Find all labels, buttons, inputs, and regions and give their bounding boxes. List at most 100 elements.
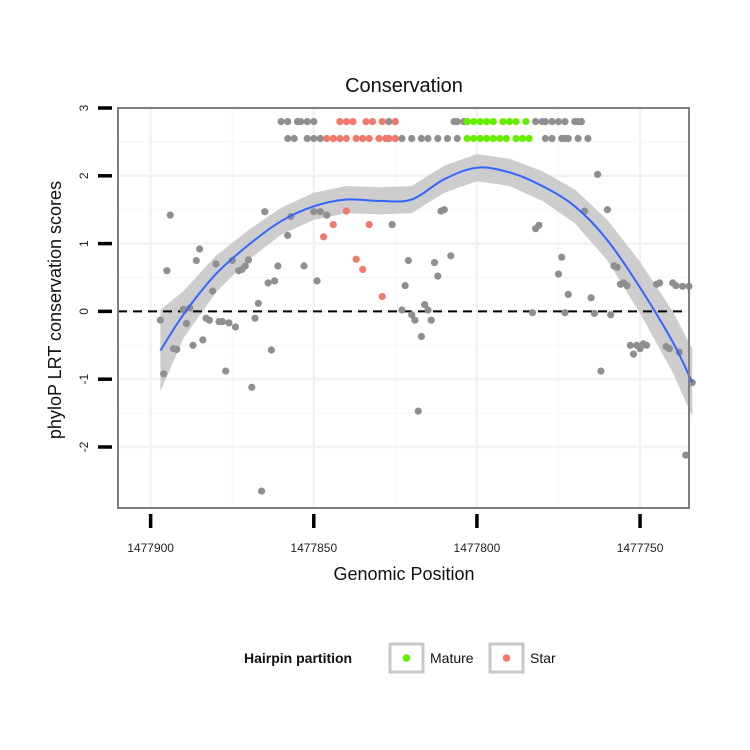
y-axis: -2 -1 0 1 2 3 [77, 104, 112, 452]
data-point [398, 306, 406, 314]
data-point [189, 341, 197, 349]
legend-label-star: Star [530, 650, 556, 666]
data-point [248, 383, 256, 391]
data-point [231, 323, 240, 331]
data-point-mature [512, 118, 520, 126]
data-point [656, 279, 664, 287]
data-point [672, 282, 680, 290]
x-axis: 1477900 1477850 1477800 1477750 [127, 514, 664, 555]
data-point [417, 134, 425, 143]
data-point-mature [470, 118, 478, 126]
plot-area [117, 106, 696, 509]
data-point-mature [505, 118, 514, 126]
data-point-mature [496, 134, 504, 143]
data-point [313, 277, 321, 285]
data-point [629, 350, 638, 358]
data-point [548, 134, 556, 143]
data-point [284, 231, 292, 240]
data-point [597, 367, 605, 375]
data-point [274, 262, 282, 270]
y-tick-label: -1 [77, 374, 91, 385]
data-point [453, 118, 461, 126]
legend-key-mature [402, 654, 411, 662]
data-point-star [342, 207, 350, 215]
chart-title: Conservation [345, 75, 463, 97]
data-point [682, 451, 690, 459]
data-point-star [342, 134, 350, 143]
data-point [251, 314, 259, 322]
data-point [264, 279, 272, 287]
data-point-star [365, 221, 373, 229]
data-point-star [359, 265, 367, 273]
data-point [561, 309, 569, 317]
data-point [277, 118, 285, 126]
data-point [244, 256, 253, 264]
data-point-mature [522, 118, 530, 126]
x-tick-label: 1477900 [127, 541, 174, 555]
y-axis-title: phyloP LRT conservation scores [45, 181, 65, 439]
data-point [212, 260, 220, 268]
data-point [199, 336, 207, 344]
data-point [388, 221, 396, 229]
data-point [209, 287, 217, 295]
data-point [271, 277, 279, 285]
data-point [303, 134, 311, 143]
data-point [297, 118, 305, 126]
x-tick-label: 1477850 [290, 541, 337, 555]
data-point-mature [489, 134, 497, 143]
data-point [626, 341, 634, 349]
x-tick-label: 1477750 [617, 541, 664, 555]
data-point-mature [476, 118, 484, 126]
data-point [261, 208, 269, 216]
data-point [427, 316, 435, 324]
data-point-star [359, 134, 367, 143]
data-point [541, 118, 550, 126]
data-point [434, 134, 442, 143]
smooth-confidence-band [160, 154, 693, 417]
data-point [385, 118, 393, 126]
data-point [303, 118, 311, 126]
legend-label-mature: Mature [430, 650, 474, 666]
data-point-mature [499, 118, 507, 126]
data-point-mature [502, 134, 510, 143]
data-point [643, 341, 651, 349]
data-point [323, 211, 331, 219]
data-point [284, 118, 292, 126]
data-point [401, 282, 409, 290]
data-point [607, 311, 615, 319]
data-point [541, 134, 550, 143]
data-point [424, 134, 432, 143]
data-point-star [385, 134, 393, 143]
legend: Hairpin partition Mature Star [244, 642, 556, 674]
data-point [182, 320, 191, 328]
data-point [678, 282, 687, 290]
data-point-star [378, 292, 386, 301]
data-point-mature [476, 134, 484, 143]
x-axis-title: Genomic Position [333, 564, 474, 584]
data-point [434, 272, 442, 280]
data-point-mature [489, 118, 497, 126]
data-point-star [329, 134, 337, 143]
data-point-star [362, 118, 370, 126]
data-point [417, 332, 425, 341]
data-point [554, 118, 563, 126]
data-point [310, 118, 318, 126]
data-point [290, 134, 298, 143]
data-point-mature [519, 134, 527, 143]
data-point-star [342, 118, 350, 126]
data-point [411, 316, 419, 324]
data-point-star [378, 118, 386, 126]
data-point [574, 118, 582, 126]
data-point [574, 134, 582, 143]
data-point-star [329, 221, 337, 229]
data-point [254, 299, 262, 307]
data-point [267, 346, 275, 354]
data-point [310, 134, 318, 143]
plot-frame [117, 107, 690, 509]
data-point [218, 318, 226, 326]
data-point [156, 316, 164, 324]
data-point-mature [483, 118, 491, 126]
data-point [430, 259, 439, 267]
data-point [160, 370, 168, 378]
